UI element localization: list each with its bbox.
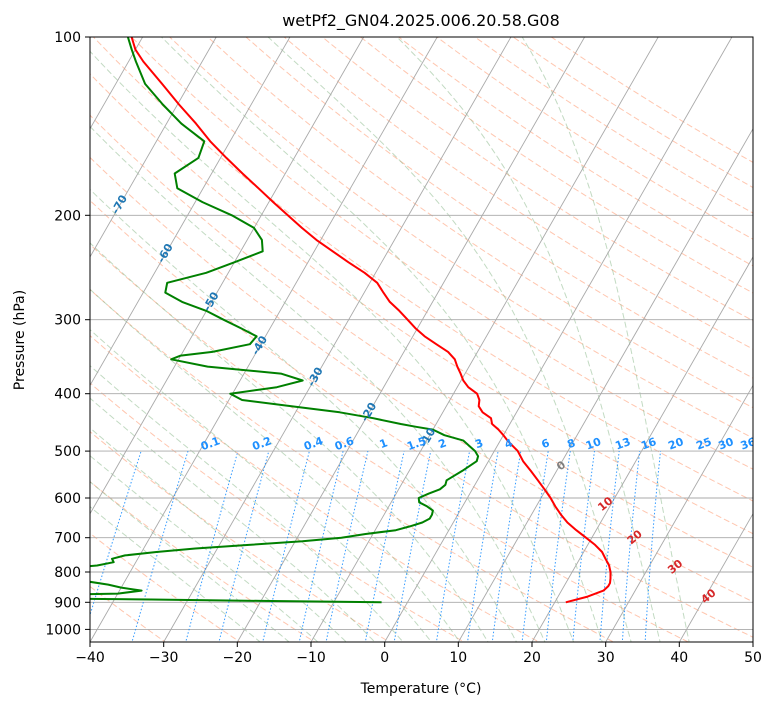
skewt-chart: -100-90-80-70-60-50-40-30-20-100.10.20.4… [0, 0, 775, 708]
y-tick-label: 300 [54, 313, 81, 329]
y-axis-ticks: 100 200 300 400 500 600 700 800 900 1000 [45, 30, 90, 638]
y-tick-label: 900 [54, 595, 81, 611]
x-tick-label: −10 [296, 650, 326, 666]
y-tick-label: 700 [54, 531, 81, 547]
y-tick-label: 1000 [45, 622, 81, 638]
chart-title: wetPf2_GN04.2025.006.20.58.G08 [282, 11, 560, 31]
isotherm-label: -90 [14, 102, 35, 126]
plot-background [90, 37, 753, 642]
x-axis-ticks: −40 −30 −20 −10 0 10 20 30 40 50 [75, 642, 762, 666]
x-tick-label: 20 [523, 650, 541, 666]
x-tick-label: 30 [597, 650, 615, 666]
y-tick-label: 100 [54, 30, 81, 46]
x-tick-label: −40 [75, 650, 105, 666]
x-axis-label: Temperature (°C) [360, 681, 482, 697]
y-tick-label: 200 [54, 208, 81, 224]
y-tick-label: 400 [54, 387, 81, 403]
x-tick-label: −30 [149, 650, 179, 666]
y-tick-label: 800 [54, 565, 81, 581]
x-tick-label: −20 [223, 650, 253, 666]
y-tick-label: 500 [54, 444, 81, 460]
x-tick-label: 0 [380, 650, 389, 666]
isotherm [0, 10, 11, 654]
isotherm-label: -80 [60, 149, 81, 173]
y-tick-label: 600 [54, 491, 81, 507]
y-axis-label: Pressure (hPa) [12, 290, 28, 390]
x-tick-label: 50 [744, 650, 762, 666]
x-tick-label: 40 [670, 650, 688, 666]
x-tick-label: 10 [449, 650, 467, 666]
